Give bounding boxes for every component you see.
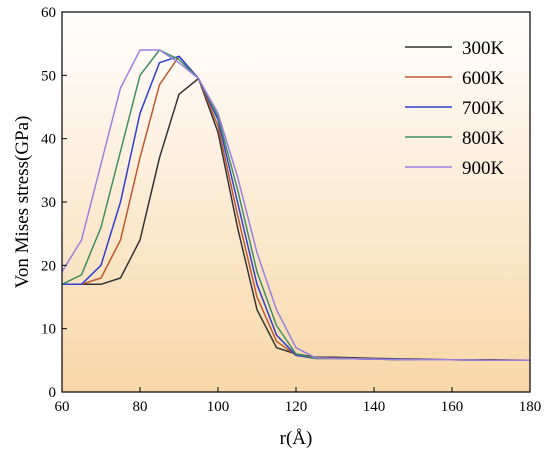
y-tick-label: 20 <box>41 258 56 274</box>
y-axis-title: Von Mises stress(GPa) <box>12 116 33 289</box>
y-tick-label: 30 <box>41 195 56 211</box>
y-tick-label: 40 <box>41 132 56 148</box>
legend: 300K 600K 700K 800K 900K <box>405 38 505 179</box>
y-tick-label: 60 <box>41 5 56 21</box>
legend-label-700K: 700K <box>462 98 505 119</box>
series-layer <box>61 49 531 362</box>
x-tick-label: 180 <box>519 399 542 415</box>
x-tick-label: 120 <box>285 399 308 415</box>
y-tick-label: 0 <box>49 385 57 401</box>
plot-background <box>62 12 530 392</box>
x-tick-label: 160 <box>441 399 464 415</box>
legend-label-600K: 600K <box>462 68 505 89</box>
x-tick-label: 140 <box>363 399 386 415</box>
series-line-900K <box>61 49 530 362</box>
y-tick-label: 10 <box>41 322 56 338</box>
y-axis: 0 10 20 30 40 50 60 <box>41 5 67 401</box>
x-axis: 60 80 100 120 140 160 180 <box>55 387 542 415</box>
y-tick-label: 50 <box>41 68 56 84</box>
x-tick-label: 100 <box>207 399 230 415</box>
x-tick-label: 60 <box>55 399 70 415</box>
legend-label-800K: 800K <box>462 128 505 149</box>
x-axis-title: r(Å) <box>280 428 313 449</box>
legend-label-300K: 300K <box>462 38 505 59</box>
legend-label-900K: 900K <box>462 158 505 179</box>
x-tick-label: 80 <box>133 399 148 415</box>
